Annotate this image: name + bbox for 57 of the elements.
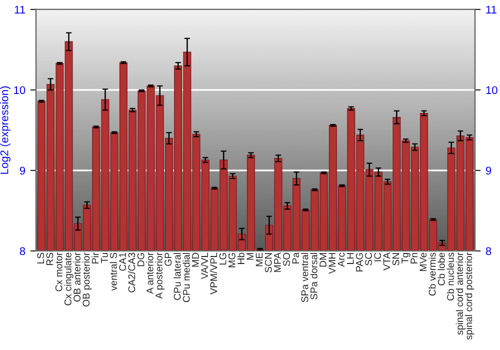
x-tick-label: Cb lobe — [438, 252, 445, 286]
x-tick-label: VPM/VPL — [210, 252, 218, 294]
x-tick-label: GP — [164, 252, 172, 266]
x-tick-label: CA1 — [119, 252, 126, 271]
x-tick-label: OB posterior — [82, 252, 92, 306]
x-tick-label: Cb nucleus — [446, 252, 454, 300]
x-tick-label: Pir — [92, 252, 99, 264]
x-tick-label: SCN — [264, 253, 272, 272]
x-tick-label: VTA — [383, 252, 390, 270]
x-tick-label: Arc — [338, 252, 345, 267]
x-tick-label: OB anterior — [73, 252, 81, 302]
x-tick-label: Cx cingulate — [64, 252, 74, 306]
x-tick-label: Hb — [237, 252, 244, 264]
x-tick-label: ventral S — [110, 252, 117, 291]
x-tick-label: Cb vermis — [428, 252, 436, 296]
x-tick-label: VA/VL — [200, 252, 208, 280]
x-tick-label: Pa — [292, 252, 300, 264]
x-tick-label: DM — [320, 253, 326, 267]
x-tick-label: CPu medial — [182, 252, 190, 302]
x-tick-label: Pn — [410, 252, 418, 264]
x-tick-label: LH — [346, 253, 354, 264]
x-tick-label: A anterior — [146, 252, 154, 294]
x-tick-label: MPA — [274, 252, 281, 272]
x-tick-label: PAG — [356, 253, 363, 272]
x-tick-label: Cx motor — [55, 252, 62, 292]
x-tick-label: Tg — [402, 252, 410, 264]
x-tick-label: spinal cord posterior — [465, 252, 474, 340]
x-tick-label: CA2/CA3 — [128, 252, 136, 292]
x-tick-label: M — [246, 253, 254, 260]
x-tick-label: MG — [228, 253, 236, 268]
x-tick-label: DG — [137, 253, 144, 266]
x-tick-label: MVe — [420, 252, 427, 271]
y2-tick-label: 9 — [486, 166, 492, 175]
x-tick-label: IC — [374, 252, 382, 262]
x-tick-label: VMH — [328, 253, 336, 274]
y-tick-label: 9 — [20, 166, 26, 175]
x-tick-label: SPa dorsal — [310, 252, 318, 300]
y2-tick-label: 10 — [486, 86, 498, 94]
x-tick-label: A posterior — [155, 252, 164, 299]
x-tick-label: CPu lateral — [174, 252, 181, 300]
x-tick-label: SO — [283, 252, 290, 266]
x-tick-label: Tu — [101, 252, 108, 264]
x-tick-label: spinal cord anterior — [456, 252, 465, 335]
y2-tick-label: 8 — [486, 247, 492, 256]
x-tick-label: LS — [37, 252, 44, 264]
y-tick-label: 10 — [14, 86, 26, 94]
y2-tick-label: 11 — [486, 6, 496, 14]
y-axis-title: Log2 (expression) — [0, 86, 10, 174]
x-tick-label: SN — [392, 253, 400, 266]
x-tick-label: LG — [219, 253, 226, 265]
y-tick-label: 11 — [14, 6, 26, 14]
x-tick-label: ME — [256, 252, 263, 266]
y-tick-label: 8 — [20, 247, 26, 256]
x-tick-label: RS — [46, 252, 54, 266]
x-tick-label: SPa ventral — [301, 252, 308, 302]
x-tick-label: MD — [192, 252, 199, 267]
x-tick-label: SC — [365, 252, 372, 266]
